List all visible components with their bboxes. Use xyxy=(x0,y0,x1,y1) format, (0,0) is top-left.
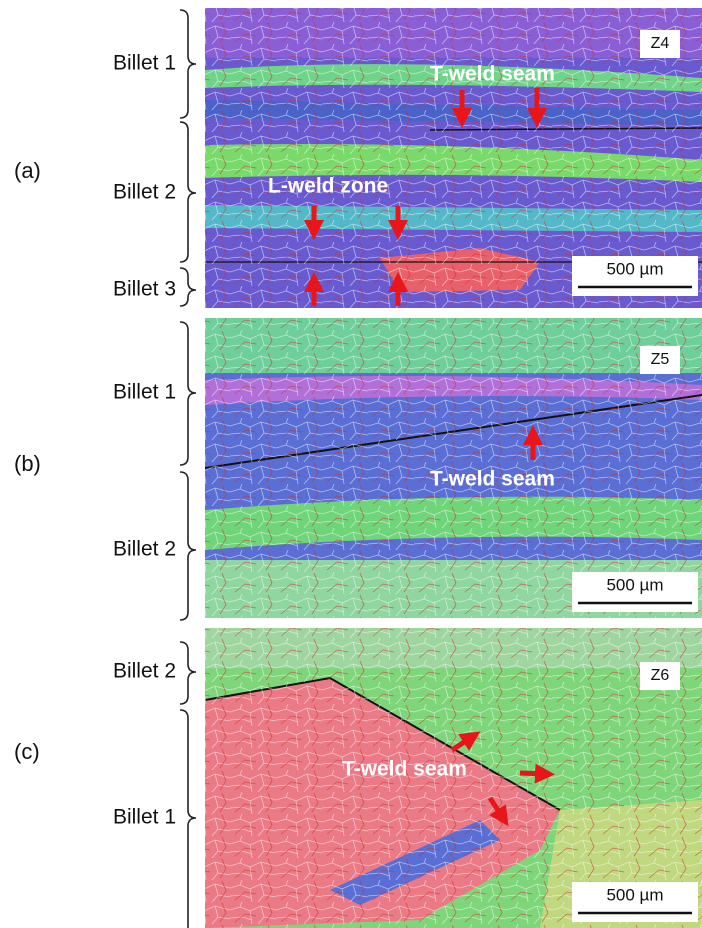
billet-label: Billet 2 xyxy=(113,538,176,561)
brackets xyxy=(180,10,196,928)
billet-label: Billet 1 xyxy=(113,52,176,75)
zone-label: Z5 xyxy=(651,351,670,368)
annotation: T-weld seam xyxy=(342,758,467,781)
billet-label: Billet 2 xyxy=(113,660,176,683)
billet-label: Billet 1 xyxy=(113,806,176,829)
zone-label: Z6 xyxy=(651,667,670,684)
annotation: T-weld seam xyxy=(430,63,555,86)
panel-label: (b) xyxy=(14,451,41,476)
panel-label: (a) xyxy=(14,158,41,183)
billet-label: Billet 2 xyxy=(113,181,176,204)
annotation: T-weld seam xyxy=(430,468,555,491)
scale-bar-label: 500 µm xyxy=(606,885,663,904)
annotation: L-weld zone xyxy=(268,175,388,198)
scale-bar-label: 500 µm xyxy=(606,575,663,594)
billet-label: Billet 1 xyxy=(113,381,176,404)
scale-bar-label: 500 µm xyxy=(606,259,663,278)
figure: Billet 1 Billet 2 Billet 3 Billet 1 Bill… xyxy=(0,0,702,928)
panel-label: (c) xyxy=(14,739,40,764)
billet-label: Billet 3 xyxy=(113,278,176,301)
zone-label: Z4 xyxy=(651,35,670,52)
